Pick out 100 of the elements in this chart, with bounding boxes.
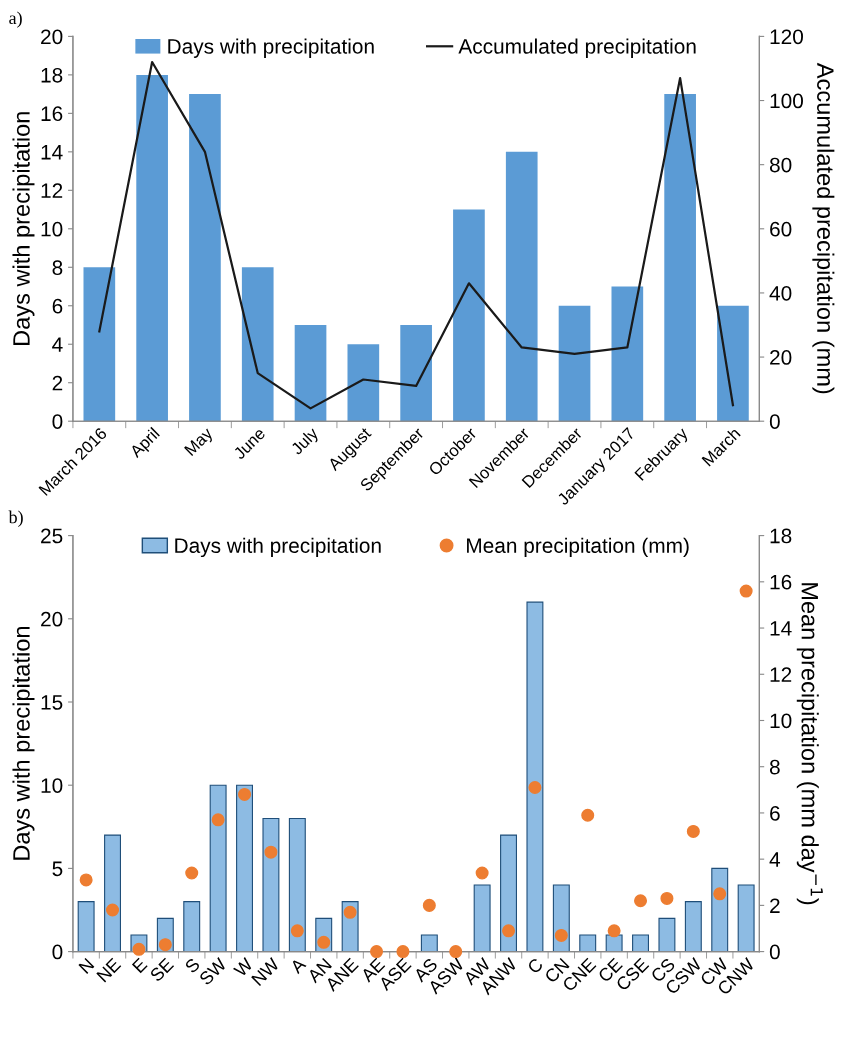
y2-tick-label: 40	[769, 285, 792, 301]
point	[79, 873, 93, 887]
bar	[737, 884, 755, 952]
bar	[400, 325, 432, 422]
point	[343, 905, 357, 919]
y-tick-label: 10	[41, 221, 63, 237]
y2-tick-label: 10	[770, 713, 792, 729]
point	[185, 866, 199, 880]
y2-tick-label: 8	[769, 759, 780, 775]
bar	[505, 151, 538, 422]
y2-axis-title: Mean precipitation (mm day$^{−1}$)	[796, 583, 823, 905]
x-tick-label: SE	[149, 957, 175, 983]
bar	[347, 344, 380, 422]
y2-tick-label: 6	[770, 805, 780, 821]
point	[739, 584, 753, 598]
x-tick-label: May	[184, 426, 216, 459]
point	[660, 891, 674, 905]
y-tick-label: 4	[52, 337, 63, 352]
y2-tick-label: 120	[770, 29, 803, 45]
legend-label: Days with precipitation	[168, 38, 374, 58]
y-tick-label: 25	[41, 528, 63, 544]
y-tick-label: 18	[41, 67, 63, 83]
legend-label: Accumulated precipitation	[458, 38, 696, 58]
point	[686, 824, 700, 838]
y-tick-label: 10	[41, 778, 63, 793]
bar	[183, 901, 201, 952]
y2-tick-label: 4	[769, 852, 781, 867]
point	[607, 924, 621, 938]
bar	[526, 601, 544, 952]
point	[475, 866, 489, 880]
bar	[473, 884, 491, 952]
point	[106, 903, 120, 917]
point	[370, 945, 384, 959]
y-tick-label: 2	[52, 375, 63, 391]
y-tick-label: 14	[41, 145, 63, 160]
x-tick-label: S	[184, 957, 201, 974]
y-tick-label: 0	[52, 944, 63, 960]
x-tick-label: C	[526, 957, 544, 975]
line-series	[98, 60, 735, 410]
bar	[262, 817, 280, 952]
bar	[83, 267, 116, 422]
point	[554, 928, 568, 942]
bar	[104, 834, 122, 952]
text: b)	[8, 510, 23, 527]
y2-tick-label: 20	[770, 350, 792, 365]
bar	[241, 267, 274, 422]
point	[317, 935, 331, 949]
y2-tick-label: 0	[769, 944, 780, 960]
point	[238, 787, 252, 801]
y-tick-label: 20	[41, 611, 63, 627]
point	[422, 898, 436, 912]
x-tick-label: A	[289, 956, 307, 975]
point	[132, 942, 146, 956]
bar	[420, 934, 438, 952]
point	[528, 781, 542, 795]
bar	[294, 325, 327, 422]
bar	[632, 934, 650, 952]
x-tick-label: SW	[198, 956, 228, 986]
point	[713, 887, 727, 901]
y2-tick-label: 100	[770, 93, 803, 109]
bar	[658, 917, 676, 952]
y-tick-label: 8	[52, 260, 63, 276]
y2-tick-label: 60	[770, 221, 792, 237]
bar	[189, 94, 221, 422]
x-tick-label: NW	[251, 956, 281, 986]
text: a)	[9, 11, 22, 28]
y2-tick-label: 14	[770, 621, 792, 636]
point	[634, 894, 648, 908]
bar	[558, 305, 591, 422]
bar	[664, 94, 696, 422]
y2-tick-label: 18	[770, 528, 792, 544]
y-tick-label: 0	[52, 414, 63, 429]
x-tick-label: E	[131, 957, 148, 974]
bar	[717, 305, 749, 422]
bar	[453, 209, 485, 422]
x-tick-label: July	[289, 426, 322, 458]
point	[211, 813, 225, 827]
bar	[136, 74, 168, 422]
bar	[579, 934, 597, 952]
y2-tick-label: 0	[769, 414, 780, 429]
point	[396, 945, 410, 959]
y-tick-label: 12	[41, 183, 63, 198]
y-tick-label: 16	[41, 106, 63, 122]
y-axis-title: Days with precipitation	[12, 627, 35, 860]
point	[158, 938, 172, 952]
y2-tick-label: 12	[770, 667, 792, 682]
y-tick-label: 6	[52, 298, 63, 314]
bar	[77, 901, 95, 952]
y2-tick-label: 80	[769, 157, 792, 173]
bar	[684, 901, 702, 952]
y2-tick-label: 16	[770, 574, 792, 590]
y-axis-title: Days with precipitation	[12, 112, 35, 345]
point	[502, 924, 516, 938]
bar	[236, 784, 254, 952]
y-tick-label: 5	[52, 861, 63, 877]
y2-axis-title: Accumulated precipitation (mm)	[812, 62, 835, 394]
x-tick-label: NE	[96, 957, 122, 983]
point	[581, 808, 595, 822]
point	[290, 924, 304, 938]
bar	[288, 817, 306, 952]
